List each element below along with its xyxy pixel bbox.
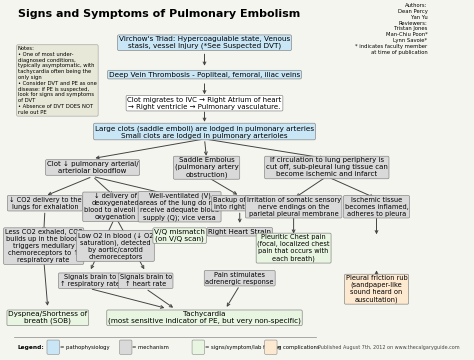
FancyBboxPatch shape [192,340,204,354]
Text: Large clots (saddle emboli) are lodged in pulmonary arteries
Small clots are lod: Large clots (saddle emboli) are lodged i… [95,125,314,139]
Text: = pathophysiology: = pathophysiology [60,345,109,350]
Text: Deep Vein Thrombosis - Popliteal, femoral, iliac veins: Deep Vein Thrombosis - Popliteal, femora… [109,72,300,78]
Text: Legend:: Legend: [18,345,45,350]
Text: ↓ CO2 delivery to the
lungs for exhalation: ↓ CO2 delivery to the lungs for exhalati… [9,197,81,210]
Text: Notes:
• One of most under-
diagnosed conditions,
typically asymptomatic, with
t: Notes: • One of most under- diagnosed co… [18,46,97,115]
Text: Less CO2 exhaled, CO2
builds up in the blood,
triggers medullary
chemoreceptors : Less CO2 exhaled, CO2 builds up in the b… [5,229,82,263]
Text: Virchow's Triad: Hypercoagulable state, Venous
stasis, vessel Injury (*See Suspe: Virchow's Triad: Hypercoagulable state, … [119,36,290,49]
Text: ↓ delivery of
deoxygenated
blood to alveoli for
oxygenation: ↓ delivery of deoxygenated blood to alve… [84,193,147,220]
Text: Irritation of somatic sensory
nerve endings on the
parietal pleural membrane: Irritation of somatic sensory nerve endi… [246,197,341,217]
Text: = signs/symptom/lab finding: = signs/symptom/lab finding [205,345,281,350]
Text: Signs and Symptoms of Pulmonary Embolism: Signs and Symptoms of Pulmonary Embolism [18,9,300,19]
Text: Low O2 in blood (↓ O2
saturation), detected
by aortic/carotid
chemoreceptors: Low O2 in blood (↓ O2 saturation), detec… [78,232,153,260]
Text: Tachycardia
(most sensitive indicator of PE, but very non-specific): Tachycardia (most sensitive indicator of… [108,311,301,324]
Text: Clot ↓ pulmonary arterial/
arteriolar bloodflow: Clot ↓ pulmonary arterial/ arteriolar bl… [47,161,138,174]
Text: Signals brain to
↑ heart rate: Signals brain to ↑ heart rate [119,274,172,287]
Text: Authors:
Dean Percy
Yan Yu
Reviewers:
Tristan Jones
Man-Chiu Poon*
Lynn Savoie*
: Authors: Dean Percy Yan Yu Reviewers: Tr… [355,3,428,55]
FancyBboxPatch shape [47,340,59,354]
Text: Pleural friction rub
(sandpaper-like
sound heard on
auscultation): Pleural friction rub (sandpaper-like sou… [346,275,407,303]
Text: Well-ventilated (V)
areas of the lung do not
receive adequate blood
supply (Q); : Well-ventilated (V) areas of the lung do… [139,193,220,221]
Text: Signals brain to
↑ respiratory rate: Signals brain to ↑ respiratory rate [60,274,119,287]
FancyBboxPatch shape [264,340,277,354]
Text: Published August 7th, 2012 on www.thecalgaryguide.com: Published August 7th, 2012 on www.thecal… [319,345,460,350]
Text: Right Heart Strain: Right Heart Strain [208,229,271,235]
Text: If circulation to lung periphery is
cut off, sub-pleural lung tissue can
become : If circulation to lung periphery is cut … [266,157,388,177]
Text: = mechanism: = mechanism [132,345,169,350]
Text: Pain stimulates
adrenergic response: Pain stimulates adrenergic response [205,272,274,285]
Text: Pleuritic Chest pain
(focal, localized chest
pain that occurs with
each breath): Pleuritic Chest pain (focal, localized c… [257,234,330,262]
Text: = complications: = complications [277,345,320,350]
Text: Clot migrates to IVC → Right Atrium of heart
→ Right ventricle → Pulmonary vascu: Clot migrates to IVC → Right Atrium of h… [128,97,282,110]
Text: Dyspnea/Shortness of
breath (SOB): Dyspnea/Shortness of breath (SOB) [8,311,87,324]
Text: Backup of blood
into right heart: Backup of blood into right heart [213,197,266,210]
Text: Ischemic tissue
becomes inflamed,
adheres to pleura: Ischemic tissue becomes inflamed, adhere… [345,197,409,217]
FancyBboxPatch shape [119,340,132,354]
Text: Saddle Embolus
(pulmonary artery
obstruction): Saddle Embolus (pulmonary artery obstruc… [175,157,238,178]
Text: V/Q mismatch
(on V/Q scan): V/Q mismatch (on V/Q scan) [154,229,205,242]
